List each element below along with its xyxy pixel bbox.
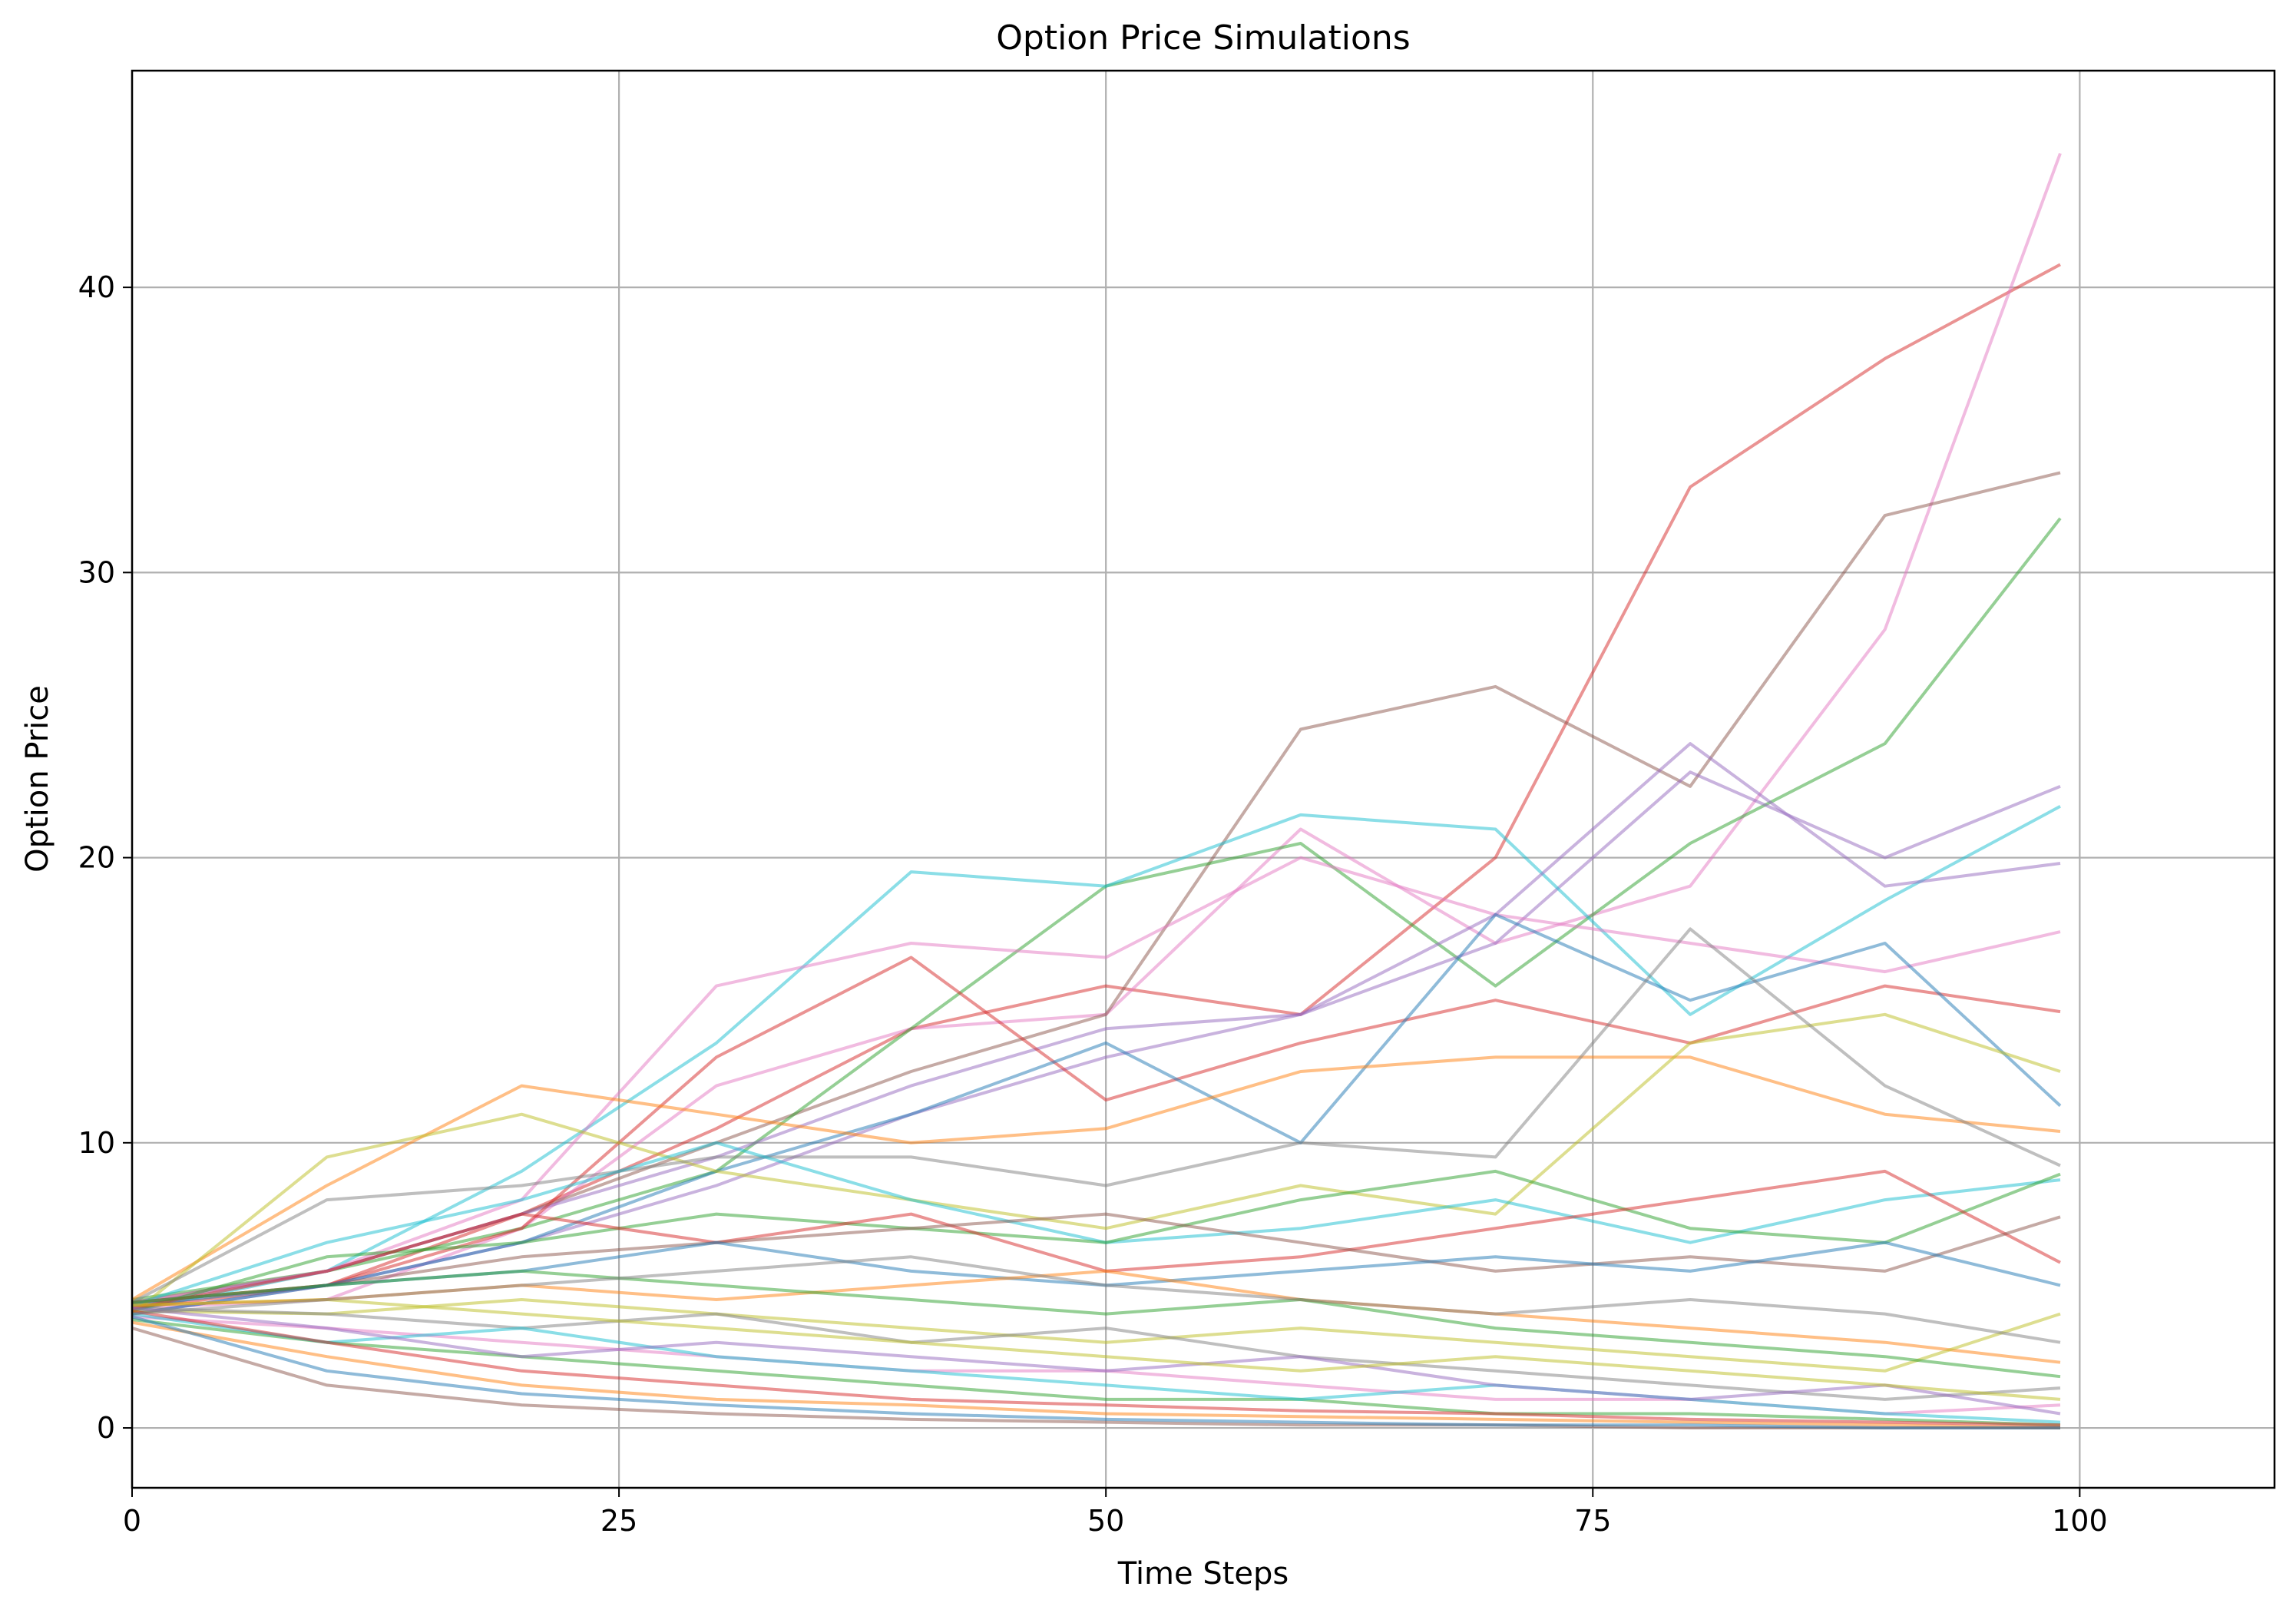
simulation-line [131, 805, 2061, 1313]
simulation-line [131, 1255, 2061, 1344]
simulation-line [131, 927, 2061, 1304]
simulation-line [131, 1318, 2061, 1427]
simulation-line [131, 1320, 2061, 1429]
simulation-line [131, 1169, 2061, 1313]
simulation-line [131, 1055, 2061, 1301]
simulation-line [131, 1298, 2061, 1401]
y-axis-label: Option Price [20, 685, 55, 873]
simulation-line [131, 1309, 2061, 1427]
grid-lines [131, 71, 2274, 1488]
y-tick-label: 0 [97, 1411, 115, 1445]
simulation-line [131, 1307, 2061, 1401]
x-tick-label: 50 [1087, 1504, 1124, 1538]
chart-title: Option Price Simulations [996, 18, 1410, 58]
axis-ticks: 0 25 50 75 100 0 10 20 30 40 [78, 270, 2108, 1538]
simulation-line [131, 856, 2061, 1304]
simulation-line [131, 1298, 2061, 1373]
simulation-line [131, 1327, 2060, 1429]
simulation-line [131, 263, 2061, 1304]
simulation-line [131, 1012, 2061, 1316]
series-lines [131, 153, 2062, 1429]
y-tick-label: 20 [78, 841, 115, 875]
x-axis-label: Time Steps [1117, 1556, 1289, 1591]
simulation-line [131, 1307, 2061, 1416]
y-tick-label: 40 [78, 270, 115, 304]
simulation-line [131, 1315, 2060, 1429]
x-tick-label: 75 [1574, 1504, 1611, 1538]
simulation-line [131, 1269, 2061, 1379]
y-tick-label: 10 [78, 1126, 115, 1160]
simulation-line [131, 1312, 2061, 1424]
x-tick-label: 0 [123, 1504, 141, 1538]
x-tick-label: 25 [600, 1504, 637, 1538]
y-tick-label: 30 [78, 555, 115, 589]
plot-frame [131, 69, 2276, 1489]
x-tick-label: 100 [2052, 1504, 2108, 1538]
